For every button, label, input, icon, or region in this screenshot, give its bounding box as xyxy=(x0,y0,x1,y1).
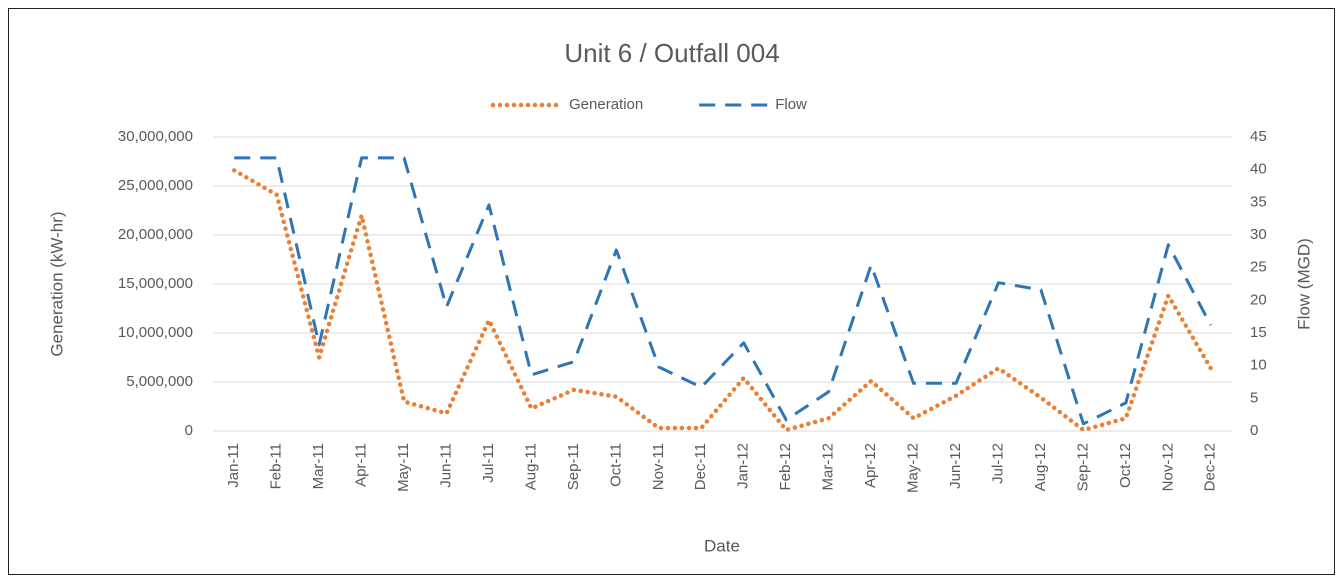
y-tick-label: 25,000,000 xyxy=(118,177,193,194)
x-tick-label: Feb-11 xyxy=(268,443,285,489)
y2-axis-title: Flow (MGD) xyxy=(1294,238,1313,330)
x-tick-label: Aug-12 xyxy=(1032,443,1049,491)
y2-tick-label: 40 xyxy=(1250,161,1267,178)
y2-tick-label: 15 xyxy=(1250,324,1267,341)
y-axis-title: Generation (kW-hr) xyxy=(47,211,66,356)
y-tick-label: 5,000,000 xyxy=(126,373,193,390)
x-tick-label: Mar-12 xyxy=(820,443,837,491)
x-tick-label: Dec-12 xyxy=(1202,443,1219,491)
x-tick-label: Sep-11 xyxy=(565,443,582,490)
y2-tick-label: 45 xyxy=(1250,128,1267,145)
y2-tick-label: 5 xyxy=(1250,389,1258,406)
y2-tick-label: 0 xyxy=(1250,422,1258,439)
y-tick-label: 20,000,000 xyxy=(118,226,193,243)
x-tick-label: May-11 xyxy=(395,443,412,492)
y-tick-label: 30,000,000 xyxy=(118,128,193,145)
x-tick-label: Nov-11 xyxy=(650,443,667,490)
x-tick-label: Jan-11 xyxy=(225,443,242,488)
y2-tick-label: 30 xyxy=(1250,226,1267,243)
series-line xyxy=(234,156,1213,426)
y-tick-label: 0 xyxy=(185,422,193,439)
legend-label: Flow xyxy=(775,96,807,113)
legend-label: Generation xyxy=(569,96,643,113)
x-tick-label: Aug-11 xyxy=(522,443,539,490)
x-tick-label: Apr-12 xyxy=(862,443,879,488)
y-tick-label: 15,000,000 xyxy=(118,275,193,292)
x-tick-label: Nov-12 xyxy=(1159,443,1176,491)
chart-title: Unit 6 / Outfall 004 xyxy=(564,38,779,68)
x-tick-label: Sep-12 xyxy=(1074,443,1091,491)
x-tick-label: Jul-11 xyxy=(480,443,497,483)
x-axis-title: Date xyxy=(704,536,740,555)
x-tick-label: Jan-12 xyxy=(735,443,752,489)
x-tick-label: Jul-12 xyxy=(989,443,1006,484)
y2-tick-label: 10 xyxy=(1250,357,1267,374)
y2-tick-label: 25 xyxy=(1250,259,1267,276)
x-tick-label: Oct-11 xyxy=(607,443,624,487)
series-line xyxy=(231,168,1214,433)
x-tick-label: May-12 xyxy=(905,443,922,493)
x-tick-label: Apr-11 xyxy=(353,443,370,487)
x-tick-label: Feb-12 xyxy=(777,443,794,491)
x-tick-label: Jun-11 xyxy=(437,443,454,488)
y2-tick-label: 20 xyxy=(1250,291,1267,308)
y-tick-label: 10,000,000 xyxy=(118,324,193,341)
x-tick-label: Dec-11 xyxy=(692,443,709,490)
x-tick-label: Oct-12 xyxy=(1117,443,1134,488)
x-tick-label: Mar-11 xyxy=(310,443,327,489)
chart-frame xyxy=(8,8,1335,575)
x-tick-label: Jun-12 xyxy=(947,443,964,489)
y2-tick-label: 35 xyxy=(1250,193,1267,210)
